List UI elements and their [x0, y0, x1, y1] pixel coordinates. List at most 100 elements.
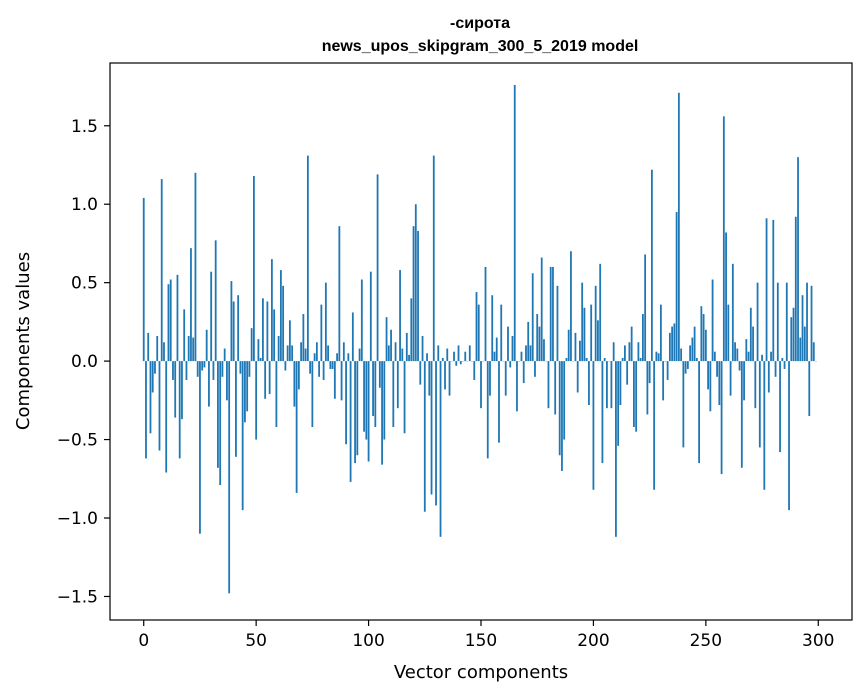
bar [322, 361, 325, 380]
bar [174, 361, 177, 418]
bar [725, 232, 727, 362]
bar [383, 361, 386, 440]
bar [554, 361, 557, 415]
bar [644, 254, 647, 362]
bar [385, 317, 388, 362]
bar [781, 357, 784, 362]
bar [806, 282, 808, 362]
bar [192, 337, 195, 362]
bar [313, 353, 316, 362]
bar [576, 361, 579, 393]
bar [630, 326, 633, 362]
bar [241, 361, 244, 511]
bar [277, 336, 280, 362]
bar [181, 361, 183, 420]
bar [704, 329, 707, 362]
bar [255, 361, 258, 440]
bar [203, 361, 206, 368]
bar [374, 361, 377, 428]
bar [199, 361, 201, 534]
bar [342, 342, 345, 362]
bar [187, 336, 190, 362]
bar [423, 361, 426, 512]
bar [621, 357, 624, 362]
x-tick-label: 50 [245, 631, 267, 651]
bar [408, 354, 410, 362]
bar [468, 345, 471, 362]
bar [585, 357, 588, 362]
bar [648, 361, 651, 384]
bar [419, 361, 422, 385]
bar [167, 284, 170, 362]
bar [790, 317, 793, 362]
x-axis-label: Vector components [394, 662, 568, 683]
bar [253, 175, 255, 362]
bar [232, 301, 235, 362]
bar [282, 285, 285, 362]
x-tick-label: 250 [690, 631, 722, 651]
bar [601, 361, 604, 464]
bar [147, 332, 150, 362]
bar [293, 361, 296, 407]
bar [437, 345, 440, 362]
bar [758, 361, 761, 448]
bar [302, 314, 305, 362]
bar [250, 328, 253, 362]
chart-title-line-2: news_upos_skipgram_300_5_2019 model [322, 38, 639, 55]
y-axis-ticks: −1.5 −1.0 −0.5 0.0 0.5 1.0 1.5 [57, 117, 110, 607]
bar [549, 266, 552, 362]
bar [259, 357, 262, 362]
bar [336, 353, 338, 362]
bar [169, 279, 172, 362]
bar [653, 361, 656, 490]
bar [756, 282, 759, 362]
bar [567, 329, 570, 362]
bar [507, 326, 509, 362]
bar [230, 281, 233, 362]
bar [774, 361, 777, 377]
bar [405, 332, 408, 362]
bar [329, 361, 332, 369]
bar [684, 361, 687, 374]
bar [369, 271, 372, 362]
bar [722, 116, 725, 362]
bar [727, 304, 730, 362]
bar [268, 361, 271, 395]
bar [743, 361, 745, 401]
bar [628, 342, 631, 362]
bar [356, 361, 359, 456]
bar [311, 361, 314, 428]
bar [304, 348, 307, 362]
bar [698, 361, 700, 464]
bar [151, 361, 154, 393]
bar [345, 361, 347, 445]
bar-series [142, 84, 817, 594]
bar [610, 361, 613, 409]
bar [489, 361, 491, 396]
bar [655, 351, 658, 362]
x-tick-label: 150 [465, 631, 497, 651]
bar [394, 342, 397, 362]
bar [538, 326, 541, 362]
bar [217, 361, 219, 468]
bar [183, 309, 186, 362]
bar [711, 279, 714, 362]
bar [228, 361, 231, 594]
bar [381, 361, 383, 465]
bar [178, 361, 181, 459]
bar [504, 361, 507, 396]
bar [142, 197, 145, 362]
bar [309, 361, 312, 374]
x-tick-label: 100 [352, 631, 384, 651]
bar [763, 361, 766, 490]
bar [597, 320, 599, 362]
bar [606, 361, 608, 409]
bar [792, 307, 795, 362]
bar [163, 342, 165, 362]
bar [239, 361, 242, 374]
bar [246, 361, 249, 412]
bar [284, 361, 287, 371]
bar [154, 361, 156, 374]
bar [713, 351, 716, 362]
